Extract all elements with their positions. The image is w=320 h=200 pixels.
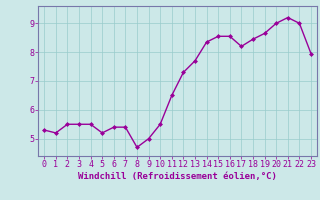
X-axis label: Windchill (Refroidissement éolien,°C): Windchill (Refroidissement éolien,°C) [78, 172, 277, 181]
